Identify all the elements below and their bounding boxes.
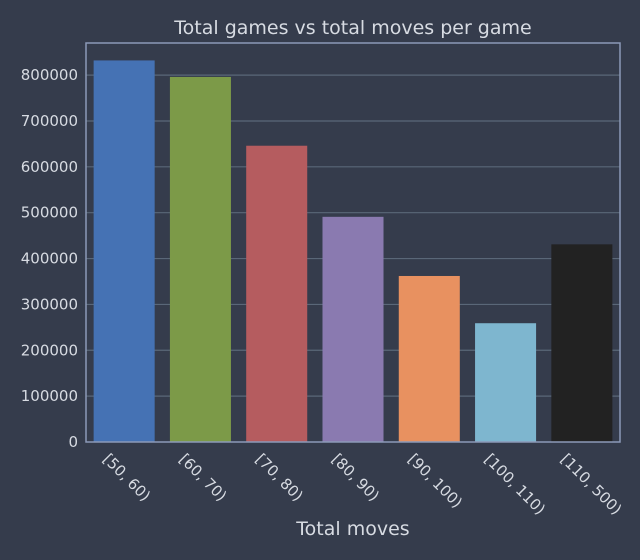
bar bbox=[170, 77, 231, 442]
bar bbox=[399, 276, 460, 442]
y-tick-label: 700000 bbox=[21, 112, 78, 130]
x-tick-label: [80, 90) bbox=[328, 450, 383, 505]
y-tick-label: 200000 bbox=[21, 341, 78, 359]
x-tick-label: [60, 70) bbox=[176, 450, 231, 505]
x-axis-ticks: [50, 60) [60, 70) [70, 80) [80, 90) [90, 100… bbox=[99, 450, 625, 518]
y-tick-label: 600000 bbox=[21, 158, 78, 176]
y-tick-label: 300000 bbox=[21, 295, 78, 313]
x-tick-label: [110, 500) bbox=[557, 450, 625, 518]
x-tick-label: [50, 60) bbox=[99, 450, 154, 505]
bar bbox=[322, 217, 383, 442]
y-tick-label: 500000 bbox=[21, 204, 78, 222]
bar bbox=[94, 60, 155, 442]
bar bbox=[246, 146, 307, 442]
y-tick-label: 0 bbox=[68, 433, 78, 451]
y-axis-ticks: 0 100000 200000 300000 400000 500000 600000 700… bbox=[21, 66, 78, 451]
bars bbox=[94, 60, 613, 442]
bar bbox=[551, 244, 612, 442]
y-tick-label: 800000 bbox=[21, 66, 78, 84]
bar bbox=[475, 323, 536, 442]
y-tick-label: 400000 bbox=[21, 250, 78, 268]
x-axis-label: Total moves bbox=[295, 518, 409, 540]
x-tick-label: [100, 110) bbox=[481, 450, 549, 518]
x-tick-label: [70, 80) bbox=[252, 450, 307, 505]
y-tick-label: 100000 bbox=[21, 387, 78, 405]
chart-title: Total games vs total moves per game bbox=[173, 17, 531, 39]
x-tick-label: [90, 100) bbox=[404, 450, 465, 511]
